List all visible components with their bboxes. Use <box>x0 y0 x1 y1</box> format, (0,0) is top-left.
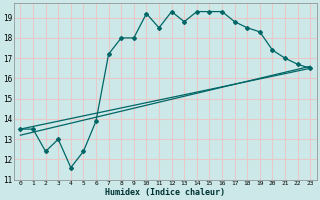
X-axis label: Humidex (Indice chaleur): Humidex (Indice chaleur) <box>105 188 225 197</box>
